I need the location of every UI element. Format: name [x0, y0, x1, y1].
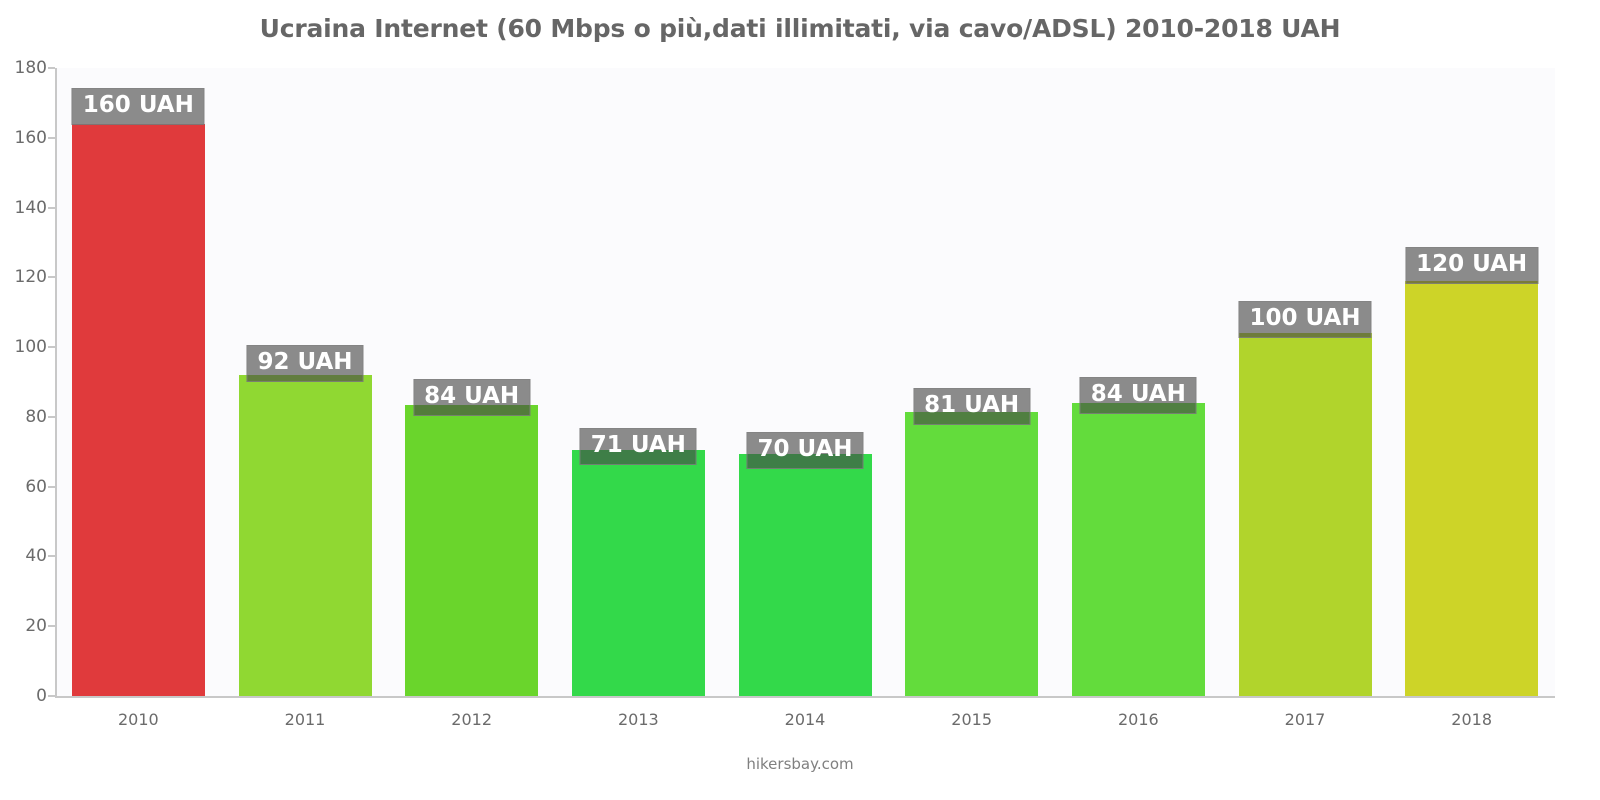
watermark: hikersbay.com — [746, 755, 854, 773]
y-axis-tick-label: 160 — [14, 127, 47, 148]
y-axis-tick-mark — [48, 485, 55, 488]
y-axis-tick-mark — [48, 276, 55, 279]
y-axis-tick-label: 120 — [14, 267, 47, 288]
y-axis-tick-mark — [48, 555, 55, 558]
x-axis-tick-label: 2018 — [1451, 710, 1493, 729]
bar[interactable] — [738, 453, 872, 696]
y-axis-tick-mark — [48, 346, 55, 349]
plot-area: 160 UAH 92 UAH 84 UAH 71 UAH 70 UAH 81 UAH 84 … — [55, 68, 1555, 696]
bar-value-label: 71 UAH — [579, 428, 697, 466]
x-axis-tick-label: 2017 — [1284, 710, 1326, 729]
bar[interactable] — [1238, 333, 1372, 696]
y-axis-tick-label: 60 — [25, 476, 47, 497]
chart-title: Ucraina Internet (60 Mbps o più,dati ill… — [259, 14, 1341, 43]
y-axis-tick-label: 40 — [25, 546, 47, 567]
x-axis-tick-label: 2014 — [784, 710, 826, 729]
x-axis-tick-label: 2015 — [951, 710, 993, 729]
bar-value-label: 84 UAH — [1079, 376, 1197, 414]
y-axis-tick-label: 20 — [25, 616, 47, 637]
y-axis-tick-mark — [48, 695, 55, 697]
bar[interactable] — [1405, 280, 1539, 696]
y-axis-tick-label: 180 — [14, 58, 47, 78]
y-axis-tick-label: 140 — [14, 197, 47, 218]
x-axis-tick-label: 2010 — [117, 710, 159, 729]
bar[interactable] — [405, 404, 539, 696]
x-axis-tick-label: 2016 — [1117, 710, 1159, 729]
bar-value-label: 100 UAH — [1238, 301, 1372, 339]
bar-value-label: 84 UAH — [413, 378, 531, 416]
bar[interactable] — [71, 123, 205, 696]
bar[interactable] — [571, 450, 705, 696]
bar[interactable] — [238, 375, 372, 696]
bar-value-label: 70 UAH — [746, 431, 864, 469]
bar[interactable] — [905, 411, 1039, 696]
x-axis-line — [55, 696, 1555, 698]
y-axis-tick-mark — [48, 136, 55, 139]
y-axis-tick-label: 100 — [14, 337, 47, 358]
bar[interactable] — [1071, 402, 1205, 696]
x-axis-tick-label: 2013 — [617, 710, 659, 729]
bar-value-label: 81 UAH — [913, 387, 1031, 425]
y-axis-tick-label: 80 — [25, 406, 47, 427]
x-axis-tick-label: 2011 — [284, 710, 326, 729]
y-axis-tick-mark — [48, 415, 55, 418]
x-axis-tick-label: 2012 — [451, 710, 493, 729]
y-axis-tick-mark — [48, 625, 55, 628]
y-axis-tick-mark — [48, 67, 55, 69]
y-axis-tick-mark — [48, 206, 55, 209]
y-axis-tick-label: 0 — [36, 686, 47, 706]
bar-value-label: 160 UAH — [71, 87, 205, 125]
bar-value-label: 120 UAH — [1405, 246, 1539, 284]
bar-value-label: 92 UAH — [246, 345, 364, 383]
